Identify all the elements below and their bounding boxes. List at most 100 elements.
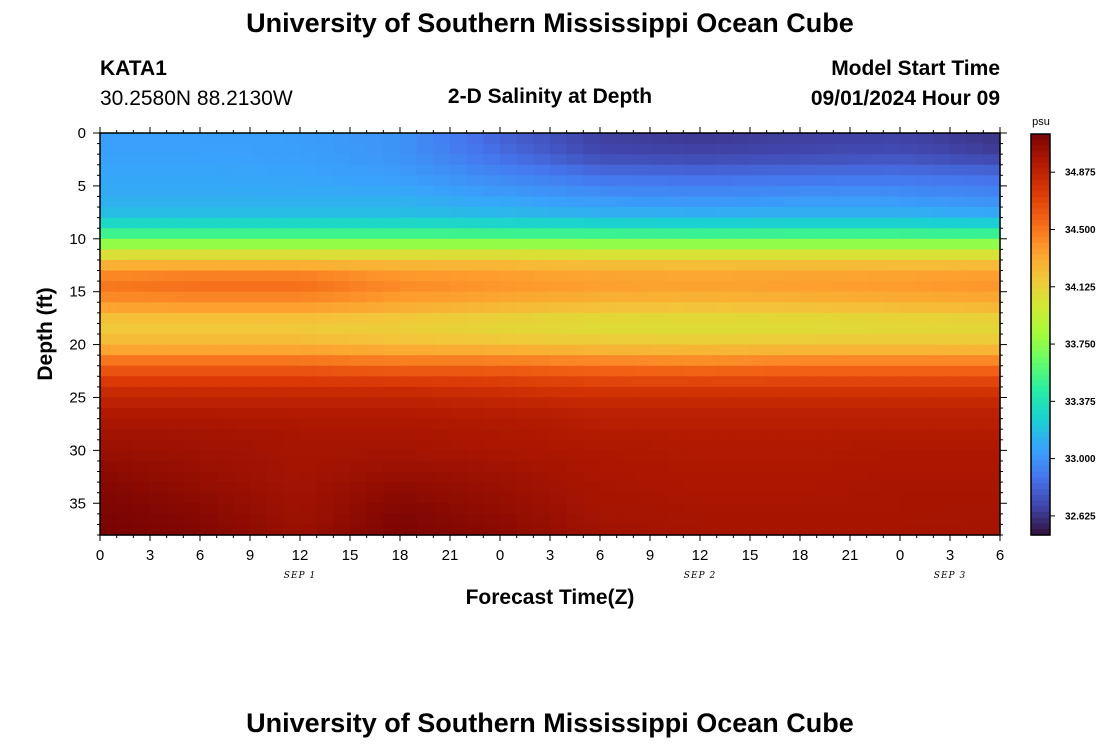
heatmap-cell xyxy=(133,143,151,155)
heatmap-cell xyxy=(116,154,134,166)
heatmap-cell xyxy=(316,270,334,282)
heatmap-cell xyxy=(266,228,284,240)
heatmap-cell xyxy=(716,450,734,462)
heatmap-cell xyxy=(783,524,801,536)
heatmap-cell xyxy=(483,482,501,494)
heatmap-cell xyxy=(783,386,801,399)
heatmap-cell xyxy=(716,164,734,176)
heatmap-cell xyxy=(383,249,401,261)
heatmap-cell xyxy=(933,143,951,155)
heatmap-cell xyxy=(950,259,968,272)
heatmap-cell xyxy=(483,249,501,261)
heatmap-cell xyxy=(116,418,134,430)
heatmap-cell xyxy=(316,228,334,240)
heatmap-cell xyxy=(933,450,951,462)
heatmap-cell xyxy=(166,386,184,399)
heatmap-cell xyxy=(983,185,1001,198)
heatmap-cell xyxy=(250,281,268,293)
heatmap-cell xyxy=(516,196,534,208)
heatmap-cell xyxy=(300,376,318,388)
heatmap-cell xyxy=(250,164,268,176)
heatmap-cell xyxy=(750,249,768,261)
heatmap-cell xyxy=(966,524,984,536)
heatmap-cell xyxy=(316,482,334,494)
heatmap-cell xyxy=(666,323,684,335)
heatmap-cell xyxy=(983,281,1001,293)
heatmap-cell xyxy=(150,344,168,356)
heatmap-cell xyxy=(816,270,834,282)
heatmap-cell xyxy=(200,133,218,145)
heatmap-cell xyxy=(983,334,1001,346)
heatmap-cell xyxy=(950,365,968,377)
heatmap-cell xyxy=(883,408,901,420)
heatmap-cell xyxy=(466,249,484,261)
heatmap-cell xyxy=(216,312,234,325)
heatmap-cell xyxy=(850,281,868,293)
colorbar-tick-label: 33.000 xyxy=(1065,454,1096,465)
heatmap-cell xyxy=(300,386,318,399)
heatmap-cell xyxy=(516,259,534,272)
heatmap-cell xyxy=(933,133,951,145)
model-start-time: 09/01/2024 Hour 09 xyxy=(810,87,1000,110)
heatmap-cell xyxy=(833,503,851,515)
heatmap-cell xyxy=(766,524,784,536)
heatmap-cell xyxy=(500,397,518,409)
heatmap-cell xyxy=(750,238,768,250)
heatmap-cell xyxy=(900,238,918,250)
heatmap-cell xyxy=(833,334,851,346)
heatmap-cell xyxy=(650,133,668,145)
heatmap-cell xyxy=(483,323,501,335)
heatmap-cell xyxy=(350,238,368,250)
heatmap-cell xyxy=(100,365,118,377)
heatmap-cell xyxy=(450,291,468,303)
date-label: SEP 3 xyxy=(934,571,966,581)
heatmap-cell xyxy=(233,418,251,430)
heatmap-cell xyxy=(883,270,901,282)
heatmap-cell xyxy=(916,312,934,325)
heatmap-cell xyxy=(400,270,418,282)
heatmap-cell xyxy=(100,143,118,155)
heatmap-cell xyxy=(716,471,734,483)
heatmap-cell xyxy=(916,482,934,494)
colorbar-swatch xyxy=(1031,512,1050,519)
heatmap-cell xyxy=(766,408,784,420)
heatmap-cell xyxy=(166,334,184,346)
heatmap-cell xyxy=(366,207,384,219)
heatmap-cell xyxy=(600,503,618,515)
colorbar-tick-label: 32.625 xyxy=(1065,511,1096,522)
heatmap-cell xyxy=(816,196,834,208)
heatmap-cell xyxy=(766,386,784,399)
heatmap-cell xyxy=(166,291,184,303)
heatmap-cell xyxy=(100,270,118,282)
heatmap-cell xyxy=(100,154,118,166)
heatmap-cell xyxy=(200,334,218,346)
heatmap-cell xyxy=(400,365,418,377)
heatmap-cell xyxy=(300,185,318,198)
heatmap-cell xyxy=(616,334,634,346)
heatmap-cell xyxy=(550,397,568,409)
heatmap-cell xyxy=(333,460,351,473)
heatmap-cell xyxy=(500,460,518,473)
heatmap-cell xyxy=(750,439,768,451)
heatmap-cell xyxy=(933,185,951,198)
heatmap-cell xyxy=(600,312,618,325)
heatmap-cell xyxy=(116,238,134,250)
heatmap-cell xyxy=(166,503,184,515)
heatmap-cell xyxy=(950,164,968,176)
heatmap-cell xyxy=(216,175,234,187)
heatmap-cell xyxy=(616,323,634,335)
heatmap-cell xyxy=(466,418,484,430)
heatmap-cell xyxy=(116,175,134,187)
heatmap-cell xyxy=(850,397,868,409)
heatmap-cell xyxy=(466,450,484,462)
heatmap-cells xyxy=(100,133,1001,536)
heatmap-cell xyxy=(933,259,951,272)
heatmap-cell xyxy=(633,207,651,219)
heatmap-cell xyxy=(916,281,934,293)
heatmap-cell xyxy=(733,513,751,526)
heatmap-cell xyxy=(900,249,918,261)
heatmap-cell xyxy=(733,143,751,155)
heatmap-cell xyxy=(300,408,318,420)
heatmap-cell xyxy=(600,217,618,229)
heatmap-cell xyxy=(766,492,784,504)
